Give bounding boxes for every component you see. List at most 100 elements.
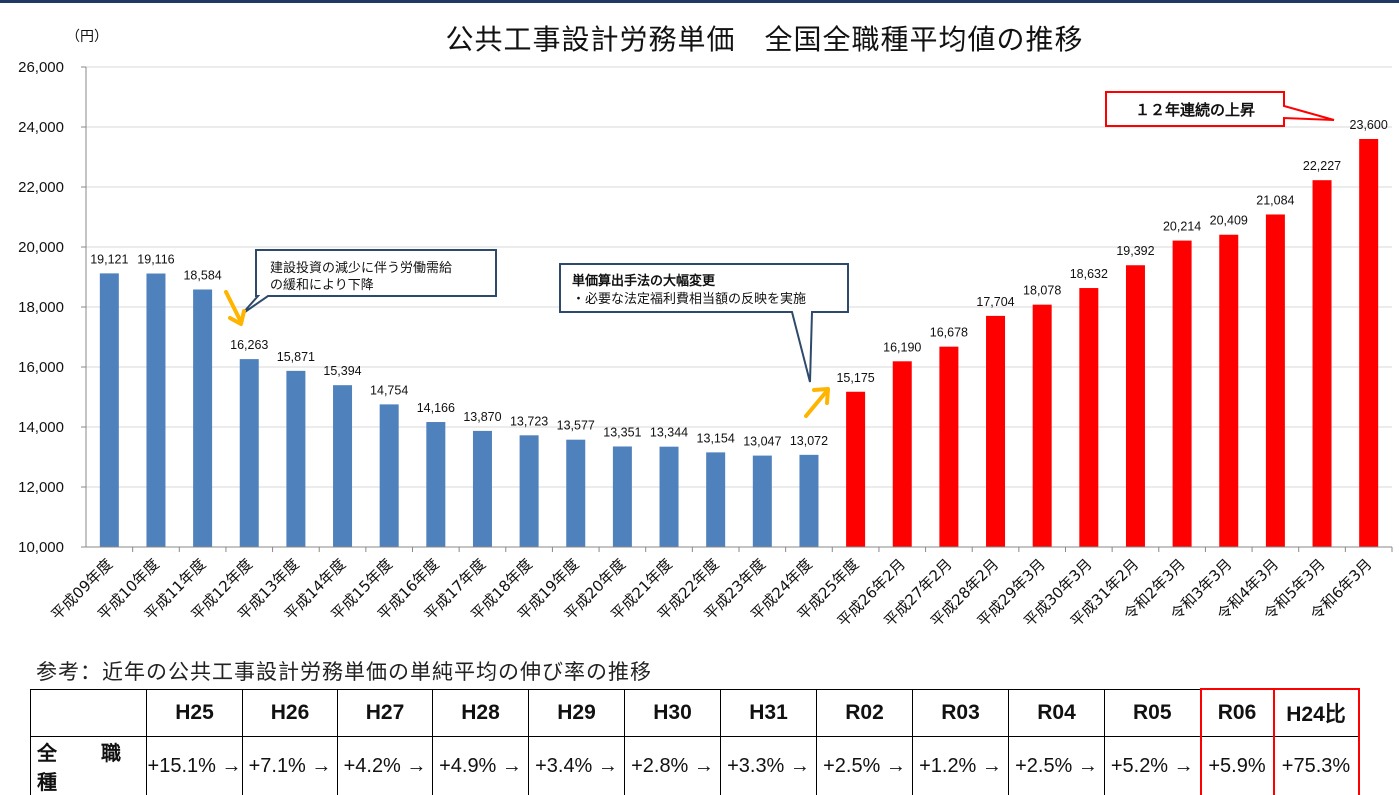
header-cell-h26: H26 [243,689,338,737]
y-tick-label: 18,000 [18,299,64,316]
data-label: 16,263 [230,338,268,352]
data-label: 13,870 [463,410,501,424]
bar [660,447,679,547]
data-label: 19,392 [1116,244,1154,258]
rate-cell-h26: +7.1% → [243,737,338,795]
header-cell-empty [31,689,147,737]
rate-cell-h28: +4.9% → [433,737,529,795]
bar [799,455,818,547]
bar [286,371,305,547]
header-cell-h31: H31 [721,689,817,737]
bar [1219,235,1238,547]
y-tick-label: 24,000 [18,119,64,136]
header-cell-h24-ratio: H24比 [1274,689,1359,737]
data-label: 15,175 [836,371,874,385]
bar [706,452,725,547]
rate-cell-h27: +4.2% → [338,737,433,795]
header-cell-r03: R03 [913,689,1009,737]
callout-twelve-years: １２年連続の上昇 [1106,92,1334,126]
up-arrow-icon [806,389,828,416]
callout-twelve-years-text: １２年連続の上昇 [1135,101,1255,119]
bar [146,274,165,547]
bar [380,404,399,547]
rate-cell-r04: +2.5% → [1009,737,1105,795]
bar-chart: 10,000 12,000 14,000 16,000 18,000 20,000 22,0… [0,0,1399,650]
y-tick-label: 22,000 [18,179,64,196]
down-arrow-icon [226,292,244,324]
row-label-all-jobs: 全 職 種 [31,737,147,795]
x-tick-labels: 平成09年度平成10年度平成11年度平成12年度平成13年度平成14年度平成15… [47,555,1375,630]
bars [100,139,1378,547]
header-cell-h29: H29 [529,689,625,737]
bar [846,392,865,547]
data-label: 16,190 [883,340,921,354]
data-label: 13,344 [650,426,688,440]
callout-decline: 建設投資の減少に伴う労働需給 の緩和により下降 [242,250,496,314]
table-header-row: H25 H26 H27 H28 H29 H30 H31 R02 R03 R04 … [31,689,1359,737]
y-tick-label: 12,000 [18,479,64,496]
y-tick-label: 26,000 [18,59,64,76]
bar [1359,139,1378,547]
bar [1126,265,1145,547]
bar [1173,241,1192,547]
data-label: 13,154 [697,431,735,445]
rate-cell-h31: +3.3% → [721,737,817,795]
y-tick-label: 14,000 [18,419,64,436]
bar [613,446,632,547]
bar [566,440,585,547]
callout-decline-line1: 建設投資の減少に伴う労働需給 [270,260,452,276]
rate-cell-h24-ratio: +75.3% [1274,737,1359,795]
header-cell-h25: H25 [147,689,243,737]
rate-cell-h30: +2.8% → [625,737,721,795]
y-tick-labels: 10,000 12,000 14,000 16,000 18,000 20,000 22,0… [18,59,86,556]
data-label: 13,047 [743,435,781,449]
bar [893,361,912,547]
callout-method-change: 単価算出手法の大幅変更 ・必要な法定福利費相当額の反映を実施 [560,264,848,382]
bar [939,347,958,547]
rate-cell-r03: +1.2% → [913,737,1009,795]
data-label: 18,584 [183,268,221,282]
data-label: 20,409 [1210,214,1248,228]
data-label: 18,632 [1070,267,1108,281]
bar [1313,180,1332,547]
header-cell-r04: R04 [1009,689,1105,737]
data-label: 14,166 [417,401,455,415]
callout-method-line2: ・必要な法定福利費相当額の反映を実施 [572,291,806,307]
header-cell-h28: H28 [433,689,529,737]
rate-cell-r02: +2.5% → [817,737,913,795]
bar [333,385,352,547]
data-label: 13,072 [790,434,828,448]
bar [240,359,259,547]
growth-rate-table: H25 H26 H27 H28 H29 H30 H31 R02 R03 R04 … [30,688,1360,795]
data-label: 13,723 [510,414,548,428]
data-label: 19,116 [137,253,174,267]
y-tick-label: 20,000 [18,239,64,256]
rate-cell-r06: +5.9% [1201,737,1274,795]
rate-cell-h29: +3.4% → [529,737,625,795]
reference-title: 参考：近年の公共工事設計労務単価の単純平均の伸び率の推移 [36,656,652,686]
rate-cell-r05: +5.2% → [1105,737,1201,795]
callout-decline-line2: の緩和により下降 [270,278,374,293]
y-tick-label: 10,000 [18,539,64,556]
bar [1079,288,1098,547]
data-label: 22,227 [1303,159,1341,173]
data-label: 13,577 [557,419,595,433]
bar [100,273,119,547]
data-label: 13,351 [603,425,641,439]
data-label: 14,754 [370,383,408,397]
data-label: 16,678 [930,326,968,340]
header-cell-h27: H27 [338,689,433,737]
bar [1266,214,1285,547]
table-row-all-jobs: 全 職 種 +15.1% → +7.1% → +4.2% → +4.9% → +… [31,737,1359,795]
bar [520,435,539,547]
callout-method-line1: 単価算出手法の大幅変更 [572,273,716,289]
y-tick-label: 16,000 [18,359,64,376]
data-label: 15,871 [277,350,315,364]
data-label: 17,704 [976,295,1014,309]
bar [986,316,1005,547]
data-label: 20,214 [1163,220,1201,234]
header-cell-r06: R06 [1201,689,1274,737]
bar [753,456,772,547]
header-cell-r02: R02 [817,689,913,737]
bar [193,289,212,547]
